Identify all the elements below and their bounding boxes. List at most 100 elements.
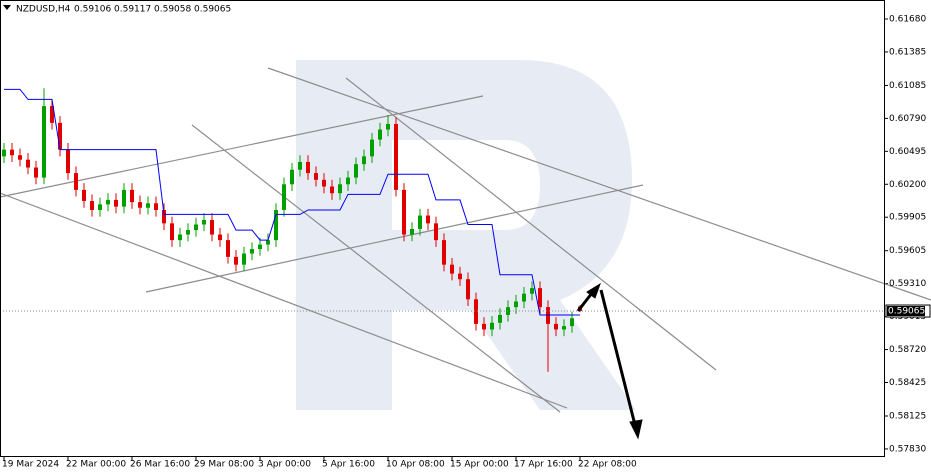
- y-tick-label: 0.59905: [889, 213, 926, 223]
- candle-body: [42, 106, 46, 178]
- y-tick-label: 0.58425: [889, 378, 926, 388]
- candle-body: [290, 169, 294, 185]
- quote-low: 0.59058: [154, 5, 191, 15]
- plot-border: [0, 0, 885, 457]
- y-tick-label: 0.59310: [889, 279, 926, 289]
- candle-body: [554, 323, 558, 330]
- y-tick-label: 0.58720: [889, 345, 926, 355]
- candle-body: [82, 189, 86, 202]
- candle-body: [162, 209, 166, 224]
- trend-line: [345, 77, 717, 371]
- candle-body: [226, 240, 230, 257]
- candle-body: [474, 299, 478, 324]
- candle-body: [34, 167, 38, 178]
- candle-body: [114, 199, 118, 207]
- candle-body: [378, 129, 382, 140]
- quote-open: 0.59106: [74, 5, 111, 15]
- candle-body: [530, 288, 534, 294]
- y-tick-label: 0.61385: [889, 47, 926, 57]
- candle-body: [298, 161, 302, 170]
- watermark-logo: [296, 60, 636, 410]
- arrow: [599, 289, 637, 426]
- candle-body: [26, 159, 30, 168]
- candle-body: [122, 189, 126, 207]
- candle-body: [274, 209, 278, 241]
- candle-body: [218, 234, 222, 241]
- candle-body: [242, 253, 246, 265]
- candle-body: [234, 256, 238, 265]
- menu-triangle: [3, 5, 11, 10]
- quote-close: 0.59065: [194, 5, 231, 15]
- x-tick-label: 17 Apr 16:00: [514, 460, 573, 470]
- candle-body: [170, 223, 174, 241]
- candle-body: [514, 301, 518, 308]
- candle-body: [546, 307, 550, 324]
- x-tick-label: 5 Apr 16:00: [322, 460, 375, 470]
- candle-body: [186, 230, 190, 235]
- candle-body: [498, 314, 502, 323]
- candle-body: [306, 161, 310, 174]
- candle-body: [418, 215, 422, 229]
- x-tick-label: 29 Mar 08:00: [194, 460, 254, 470]
- candle-body: [434, 223, 438, 241]
- x-tick-label: 15 Apr 00:00: [450, 460, 509, 470]
- candle-body: [450, 264, 454, 274]
- candle-body: [426, 215, 430, 224]
- candle-body: [354, 164, 358, 178]
- candle-body: [10, 149, 14, 156]
- y-tick-label: 0.57830: [889, 444, 926, 454]
- candle-body: [90, 201, 94, 210]
- candle-body: [154, 203, 158, 210]
- candle-body: [66, 149, 70, 174]
- y-tick-label: 0.59605: [889, 246, 926, 256]
- plot: [0, 88, 884, 372]
- candle-body: [410, 228, 414, 235]
- candle-body: [202, 220, 206, 225]
- candle-body: [402, 189, 406, 235]
- trend-line: [0, 95, 484, 198]
- x-tick-label: 3 Apr 00:00: [258, 460, 311, 470]
- candle-body: [330, 186, 334, 194]
- x-tick-label: 22 Apr 08:00: [578, 460, 637, 470]
- last-price-tag-fill: [887, 306, 925, 317]
- candle-body: [386, 123, 390, 130]
- last-price-label: 0.59065: [888, 307, 925, 317]
- candle-body: [466, 279, 470, 300]
- candle-body: [346, 177, 350, 185]
- arrow-head: [586, 282, 601, 299]
- x-tick-label: 22 Mar 00:00: [66, 460, 126, 470]
- trend-line: [267, 67, 931, 301]
- candle-body: [178, 234, 182, 241]
- trend-lines: [0, 67, 931, 413]
- trend-line: [0, 192, 568, 409]
- x-tick-label: 10 Apr 08:00: [386, 460, 445, 470]
- y-tick-label: 0.60790: [889, 114, 926, 124]
- candle-body: [74, 173, 78, 190]
- candle-body: [130, 189, 134, 203]
- candle-body: [210, 220, 214, 235]
- candle-body: [250, 249, 254, 254]
- y-tick-label: 0.61085: [889, 81, 926, 91]
- candle-body: [314, 173, 318, 180]
- candle-body: [106, 199, 110, 205]
- candle-body: [258, 244, 262, 250]
- candle-body: [394, 123, 398, 190]
- candle-body: [138, 202, 142, 208]
- candle-body: [338, 184, 342, 194]
- candle-body: [538, 288, 542, 308]
- y-tick-label: 0.61680: [889, 14, 926, 24]
- candle-body: [570, 318, 574, 327]
- x-tick-label: 26 Mar 16:00: [130, 460, 190, 470]
- candle-body: [522, 293, 526, 302]
- candle-body: [282, 184, 286, 210]
- candle-body: [370, 139, 374, 157]
- y-tick-label: 0.60495: [889, 147, 926, 157]
- y-tick-label: 0.58125: [889, 412, 926, 422]
- candle-body: [2, 149, 6, 157]
- candle-body: [18, 155, 22, 160]
- trend-line: [191, 124, 561, 413]
- indicator-line: [4, 88, 580, 316]
- candle-body: [322, 179, 326, 187]
- candle-body: [58, 122, 62, 150]
